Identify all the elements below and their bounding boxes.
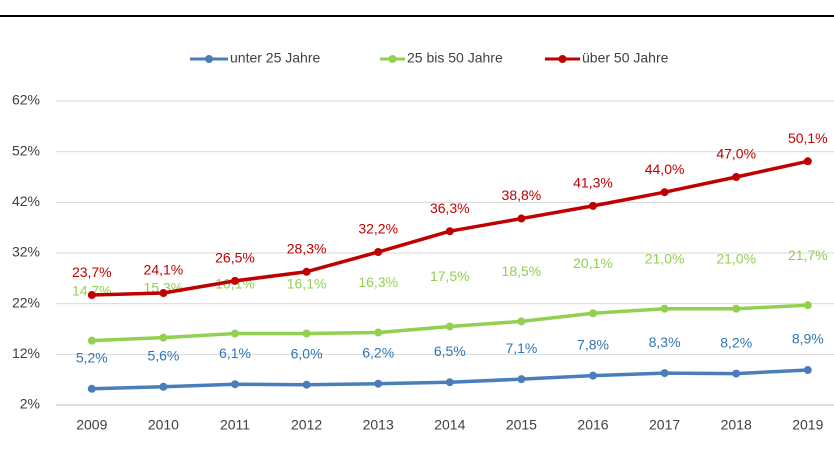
legend-label: unter 25 Jahre xyxy=(230,50,320,66)
data-label: 5,2% xyxy=(76,349,108,365)
x-tick-label: 2015 xyxy=(506,417,537,433)
data-label: 7,1% xyxy=(505,340,537,356)
data-label: 26,5% xyxy=(215,250,255,266)
data-label: 18,5% xyxy=(502,263,542,279)
data-label: 21,7% xyxy=(788,247,828,263)
data-point xyxy=(732,304,741,313)
data-label: 41,3% xyxy=(573,175,613,191)
data-point xyxy=(159,382,168,391)
data-label: 21,0% xyxy=(645,250,685,266)
data-point xyxy=(660,304,669,313)
data-point xyxy=(445,378,454,387)
data-label: 32,2% xyxy=(358,221,398,237)
data-label: 17,5% xyxy=(430,268,470,284)
data-point xyxy=(374,379,383,388)
data-point xyxy=(87,291,96,300)
legend-marker xyxy=(388,55,397,63)
x-tick-label: 2016 xyxy=(577,417,608,433)
x-tick-label: 2014 xyxy=(434,417,465,433)
x-tick-label: 2012 xyxy=(291,417,322,433)
data-label: 5,6% xyxy=(147,347,179,363)
y-tick-label: 52% xyxy=(12,142,40,158)
data-point xyxy=(732,173,741,181)
data-point xyxy=(660,369,669,378)
data-point xyxy=(660,188,669,197)
legend-label: 25 bis 50 Jahre xyxy=(407,50,503,66)
data-point xyxy=(589,371,597,380)
data-label: 8,3% xyxy=(649,334,681,350)
data-label: 8,2% xyxy=(720,334,752,350)
x-tick-label: 2018 xyxy=(721,417,752,433)
data-label: 6,5% xyxy=(434,343,466,359)
data-label: 44,0% xyxy=(645,161,685,177)
data-point xyxy=(589,309,597,318)
data-point xyxy=(589,201,597,210)
data-label: 21,0% xyxy=(716,250,756,266)
data-point xyxy=(445,322,454,331)
legend-label: über 50 Jahre xyxy=(582,50,669,66)
data-label: 16,3% xyxy=(358,274,398,290)
data-point xyxy=(374,328,383,337)
y-tick-label: 32% xyxy=(12,244,40,260)
data-label: 16,1% xyxy=(287,275,327,291)
y-tick-label: 12% xyxy=(12,345,40,361)
data-point xyxy=(302,329,311,338)
data-point xyxy=(803,157,812,166)
data-label: 36,3% xyxy=(430,200,470,216)
y-tick-label: 62% xyxy=(12,92,40,108)
data-label: 6,2% xyxy=(362,344,394,360)
data-point xyxy=(732,369,741,378)
x-tick-label: 2019 xyxy=(792,417,823,433)
data-label: 24,1% xyxy=(144,262,184,278)
data-point xyxy=(517,317,526,326)
data-label: 8,9% xyxy=(792,331,824,347)
x-tick-label: 2013 xyxy=(363,417,394,433)
data-label: 20,1% xyxy=(573,255,613,271)
data-label: 7,8% xyxy=(577,336,609,352)
data-label: 6,0% xyxy=(291,345,323,361)
legend-marker xyxy=(558,55,567,63)
data-point xyxy=(159,333,168,342)
data-label: 47,0% xyxy=(716,146,756,162)
x-tick-label: 2017 xyxy=(649,417,680,433)
data-label: 23,7% xyxy=(72,264,112,280)
data-point xyxy=(231,380,239,389)
data-point xyxy=(231,276,239,285)
x-tick-label: 2011 xyxy=(220,417,250,433)
y-tick-label: 22% xyxy=(12,294,40,310)
data-label: 50,1% xyxy=(788,130,828,146)
data-label: 38,8% xyxy=(502,187,542,203)
data-label: 28,3% xyxy=(287,240,327,256)
data-point xyxy=(87,336,96,345)
legend-marker xyxy=(205,55,213,63)
data-label: 6,1% xyxy=(219,345,251,361)
y-tick-label: 2% xyxy=(20,396,40,412)
data-point xyxy=(803,301,812,310)
data-point xyxy=(87,384,96,393)
data-point xyxy=(302,267,311,276)
x-tick-label: 2009 xyxy=(76,417,107,433)
data-point xyxy=(302,380,311,389)
data-point xyxy=(803,366,812,375)
data-point xyxy=(517,375,526,384)
x-tick-label: 2010 xyxy=(148,417,179,433)
data-point xyxy=(159,289,168,298)
y-tick-label: 42% xyxy=(12,193,40,209)
data-point xyxy=(374,247,383,256)
data-point xyxy=(517,214,526,223)
data-point xyxy=(445,227,454,236)
data-point xyxy=(231,329,239,338)
